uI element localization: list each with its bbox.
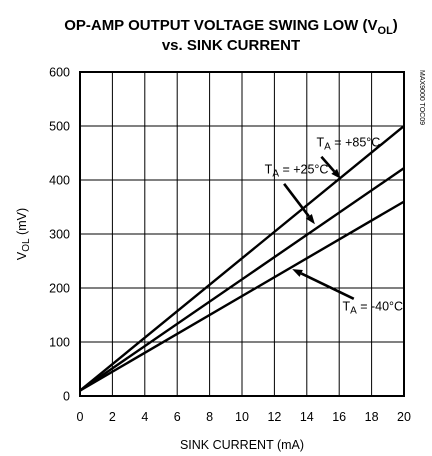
x-tick-label: 8 (206, 410, 213, 424)
x-tick-label: 0 (77, 410, 84, 424)
x-tick-label: 14 (300, 410, 314, 424)
x-tick-labels: 0 2 4 6 8 10 12 14 16 18 20 (77, 410, 411, 424)
y-tick-label: 200 (49, 282, 70, 296)
x-tick-label: 20 (397, 410, 411, 424)
figure-code: MAX9000 TOC09 (418, 70, 425, 125)
x-tick-label: 4 (141, 410, 148, 424)
y-tick-label: 0 (63, 390, 70, 404)
annotation-arrows (283, 155, 355, 300)
y-tick-label: 400 (49, 174, 70, 188)
annotation-label: TA = -40°C (342, 300, 403, 317)
x-tick-label: 10 (235, 410, 249, 424)
y-tick-label: 600 (49, 66, 70, 80)
y-tick-label: 300 (49, 228, 70, 242)
annotation-arrow-shaft (283, 182, 310, 218)
series-line (79, 167, 405, 392)
series-line (79, 200, 405, 392)
chart-title-line2: vs. SINK CURRENT (162, 37, 300, 54)
grid (79, 71, 405, 397)
plot-frame (79, 71, 405, 397)
x-tick-label: 16 (332, 410, 346, 424)
y-tick-label: 100 (49, 336, 70, 350)
annotation-labels: TA = +85°C TA = +25°C TA = -40°C (265, 136, 403, 317)
series-line (79, 125, 405, 392)
x-tick-label: 12 (267, 410, 281, 424)
x-tick-label: 6 (174, 410, 181, 424)
x-axis-label: SINK CURRENT (mA) (180, 438, 304, 452)
series-lines (79, 125, 405, 392)
annotation-label: TA = +85°C (317, 136, 381, 153)
x-tick-label: 18 (365, 410, 379, 424)
annotation-label: TA = +25°C (265, 163, 329, 180)
annotation-arrow-shaft (300, 272, 355, 300)
annotation-arrow-head (305, 214, 315, 225)
annotation-arrow-shaft (320, 155, 336, 173)
x-tick-label: 2 (109, 410, 116, 424)
annotation-arrow-head (331, 168, 341, 179)
annotation-arrow-head (292, 269, 303, 277)
y-tick-labels: 0 100 200 300 400 500 600 (49, 66, 70, 404)
chart-title-line1: OP-AMP OUTPUT VOLTAGE SWING LOW (VOL) (64, 17, 398, 37)
y-axis-label: VOL (mV) (15, 208, 32, 260)
y-tick-label: 500 (49, 120, 70, 134)
